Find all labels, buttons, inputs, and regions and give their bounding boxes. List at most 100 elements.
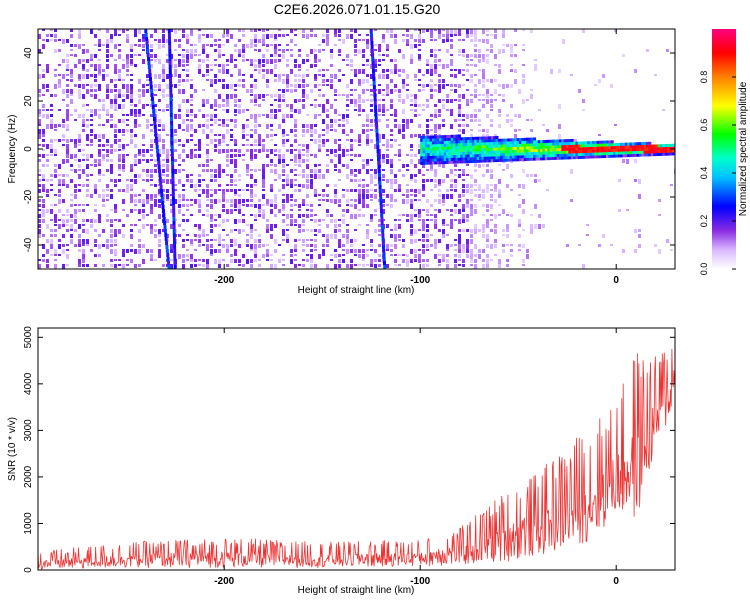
heatmap-cell xyxy=(438,254,441,256)
heatmap-cell xyxy=(62,214,65,216)
signal-cell xyxy=(420,159,424,163)
streak-cell xyxy=(167,33,171,37)
heatmap-cell xyxy=(86,219,89,222)
heatmap-cell xyxy=(430,164,433,169)
heatmap-cell xyxy=(162,179,165,183)
heatmap-cell xyxy=(270,54,273,57)
heatmap-cell xyxy=(182,59,185,63)
heatmap-cell xyxy=(450,189,453,191)
heatmap-cell xyxy=(426,219,429,221)
heatmap-cell xyxy=(490,174,493,179)
heatmap-cell xyxy=(282,94,285,98)
heatmap-cell xyxy=(66,229,69,232)
heatmap-cell xyxy=(86,84,89,86)
heatmap-cell xyxy=(466,124,469,127)
heatmap-cell xyxy=(46,264,49,268)
heatmap-cell xyxy=(214,49,217,52)
heatmap-cell xyxy=(198,149,201,151)
signal-cell xyxy=(429,138,433,142)
signal-cell xyxy=(443,149,447,153)
heatmap-cell xyxy=(398,264,401,266)
heatmap-cell xyxy=(294,239,297,242)
heatmap-cell xyxy=(410,204,413,209)
heatmap-cell xyxy=(122,79,125,81)
heatmap-cell xyxy=(634,179,637,182)
streak-cell xyxy=(172,201,176,205)
signal-cell xyxy=(455,134,459,138)
signal-cell xyxy=(518,138,522,142)
heatmap-cell xyxy=(250,134,253,138)
heatmap-cell xyxy=(294,44,297,46)
heatmap-cell xyxy=(242,189,245,191)
heatmap-cell xyxy=(414,194,417,197)
signal-cell xyxy=(521,152,525,156)
heatmap-cell xyxy=(254,84,257,89)
heatmap-cell xyxy=(358,249,361,253)
heatmap-cell xyxy=(118,264,121,266)
heatmap-cell xyxy=(210,129,213,133)
heatmap-cell xyxy=(358,39,361,41)
signal-cell xyxy=(669,152,673,156)
signal-cell xyxy=(613,145,617,149)
heatmap-cell xyxy=(114,244,117,246)
signal-cell xyxy=(479,145,482,149)
heatmap-cell xyxy=(378,54,381,56)
colorbar-tick-label: 0.8 xyxy=(699,71,709,84)
heatmap-cell xyxy=(258,49,261,52)
heatmap-cell xyxy=(458,29,461,34)
heatmap-cell xyxy=(362,194,365,199)
signal-cell xyxy=(551,156,555,160)
signal-cell xyxy=(490,159,494,163)
heatmap-cell xyxy=(178,169,181,173)
streak-cell xyxy=(154,137,158,141)
heatmap-cell xyxy=(178,164,181,166)
signal-cell xyxy=(507,155,511,159)
heatmap-cell xyxy=(398,239,401,241)
signal-cell xyxy=(601,146,605,150)
heatmap-cell xyxy=(230,54,233,59)
heatmap-cell xyxy=(142,204,145,207)
heatmap-cell xyxy=(314,64,317,67)
heatmap-cell xyxy=(338,224,341,227)
signal-cell xyxy=(547,151,551,155)
heatmap-cell xyxy=(314,249,317,251)
heatmap-cell xyxy=(158,204,161,208)
heatmap-cell xyxy=(390,184,393,189)
signal-cell xyxy=(636,145,640,149)
heatmap-cell xyxy=(274,154,277,156)
heatmap-cell xyxy=(502,94,505,97)
heatmap-cell xyxy=(470,134,473,138)
signal-cell xyxy=(561,147,565,151)
heatmap-cell xyxy=(50,234,53,237)
heatmap-cell xyxy=(110,119,113,121)
streak-cell xyxy=(375,125,379,129)
heatmap-cell xyxy=(58,64,61,66)
heatmap-cell xyxy=(394,64,397,69)
heatmap-cell xyxy=(346,234,349,239)
heatmap-cell xyxy=(306,244,309,247)
signal-cell xyxy=(474,151,478,155)
signal-cell xyxy=(507,138,511,142)
heatmap-cell xyxy=(458,254,461,258)
heatmap-cell xyxy=(270,169,273,173)
heatmap-cell xyxy=(158,244,161,247)
signal-cell xyxy=(671,146,675,150)
heatmap-cell xyxy=(38,124,41,126)
heatmap-cell xyxy=(214,119,217,124)
heatmap-cell xyxy=(66,249,69,251)
signal-cell xyxy=(483,153,487,157)
heatmap-cell xyxy=(282,169,285,173)
signal-cell xyxy=(436,161,440,165)
heatmap-cell xyxy=(294,249,297,252)
heatmap-cell xyxy=(422,189,425,191)
heatmap-cell xyxy=(234,159,237,164)
heatmap-cell xyxy=(238,259,241,263)
signal-cell xyxy=(429,141,433,145)
heatmap-cell xyxy=(142,134,145,139)
signal-cell xyxy=(601,143,605,147)
heatmap-cell xyxy=(370,74,373,79)
heatmap-cell xyxy=(222,259,225,261)
heatmap-cell xyxy=(354,54,357,56)
streak-cell xyxy=(165,245,169,249)
heatmap-cell xyxy=(146,119,149,123)
